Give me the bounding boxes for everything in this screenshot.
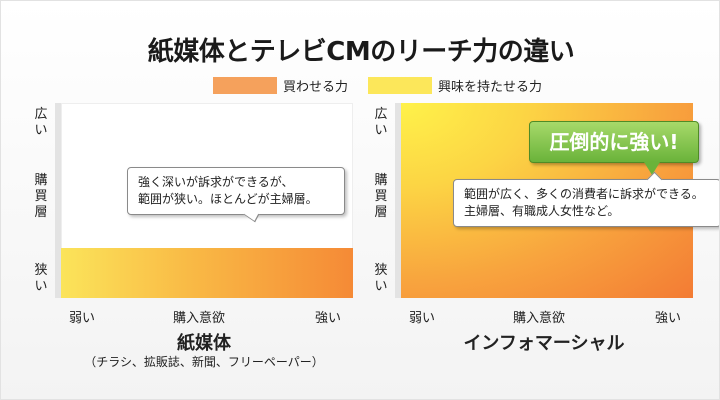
x-tick-strong: 強い [655,311,682,326]
page-title: 紙媒体とテレビCMのリーチ力の違い [147,37,575,67]
y-tick-wide: 広い [34,107,48,138]
panel-paper-media: 広い 購買層 狭い 強く深いが訴求ができるが、 範囲が狭い。ほとんどが主婦層。 … [21,103,371,399]
callout-paper: 強く深いが訴求ができるが、 範囲が狭い。ほとんどが主婦層。 [127,167,345,215]
plot-area-infomercial: 圧倒的に強い! 範囲が広く、多くの消費者に訴求ができる。 主婦層、有職成人女性な… [395,103,719,298]
legend-swatch-interest [368,76,433,94]
x-tick-weak: 弱い [69,311,96,326]
legend-swatch-buy [213,76,277,94]
panel-subtitle-paper: （チラシ、拡販誌、新聞、フリーペーパー） [84,355,324,369]
callout-paper-line2: 範囲が狭い。ほとんどが主婦層。 [138,192,318,206]
callout-paper-line1: 強く深いが訴求ができるが、 [138,175,294,189]
x-axis-label: 購入意欲 [513,311,566,326]
overwhelming-badge: 圧倒的に強い! [529,121,699,175]
panel-title-infomercial: インフォマーシャル [463,333,625,354]
y-tick-narrow: 狭い [374,263,388,294]
x-axis-label: 購入意欲 [173,311,226,326]
y-tick-narrow: 狭い [34,263,48,294]
x-tick-weak: 弱い [409,311,436,326]
y-tick-wide: 広い [374,107,388,138]
callout-infomercial-line1: 範囲が広く、多くの消費者に訴求ができる。 [464,187,704,201]
y-tick-buyer-segment: 購買層 [34,173,48,220]
callout-infomercial: 範囲が広く、多くの消費者に訴求ができる。 主婦層、有職成人女性など。 [453,179,719,227]
legend: 買わせる力 興味を持たせる力 [213,75,562,95]
reach-fill-paper [61,248,353,298]
x-tick-strong: 強い [315,311,342,326]
callout-infomercial-line2: 主婦層、有職成人女性など。 [464,204,620,218]
panel-title-paper: 紙媒体 [177,333,231,354]
legend-label-interest: 興味を持たせる力 [438,79,543,95]
panel-infomercial: 広い 購買層 狭い 圧倒的に強い! 範囲が広く、多くの消費者に訴求ができる。 主… [361,103,719,399]
y-tick-buyer-segment: 購買層 [374,173,388,220]
legend-label-buy: 買わせる力 [283,79,349,95]
plot-area-paper: 強く深いが訴求ができるが、 範囲が狭い。ほとんどが主婦層。 [55,103,353,298]
